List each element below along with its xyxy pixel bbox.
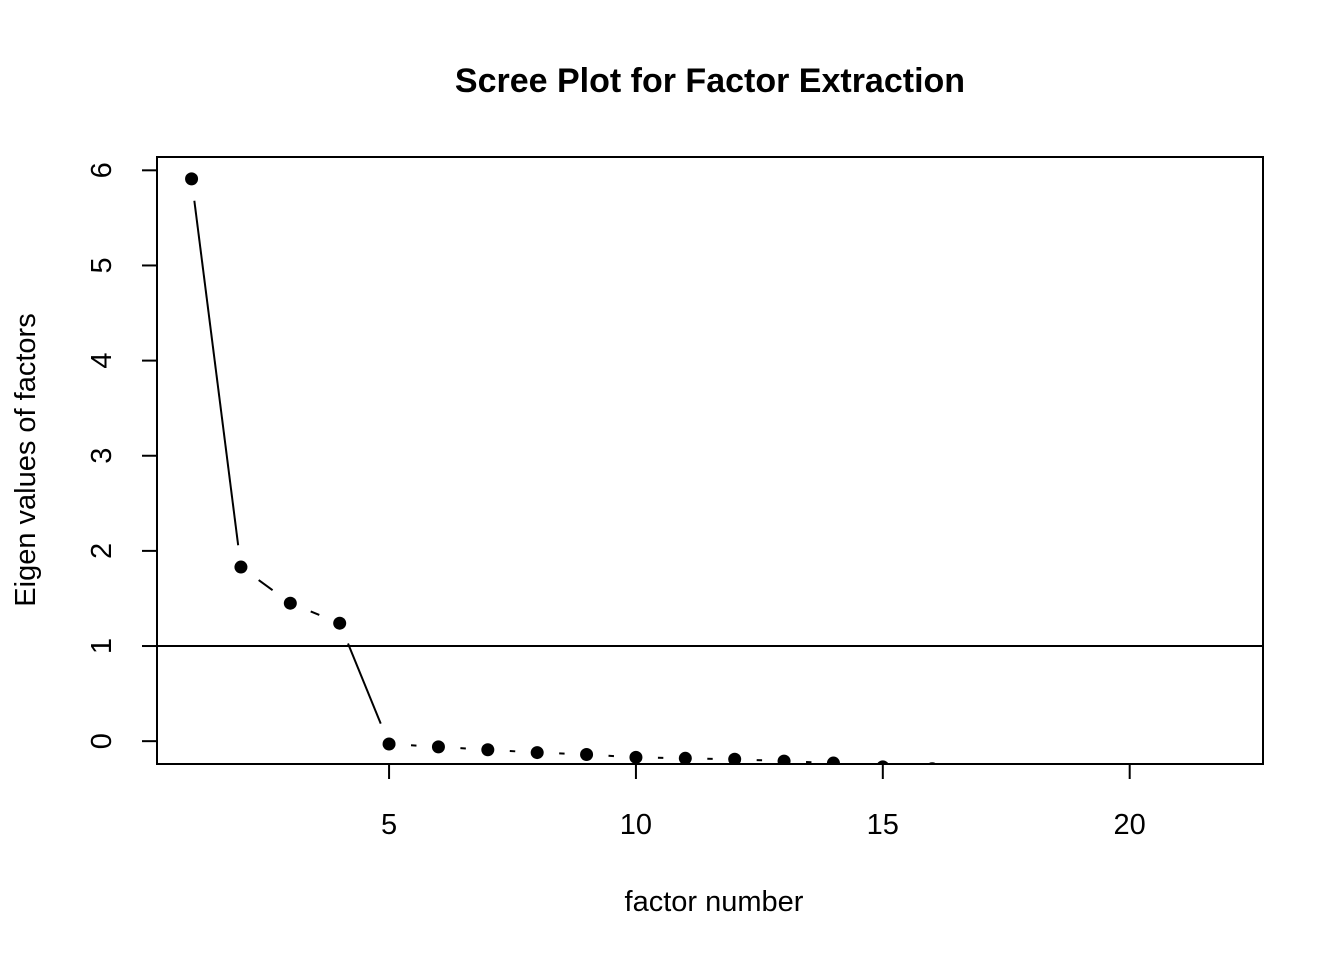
data-point <box>1074 768 1087 781</box>
x-tick-label: 5 <box>381 809 397 841</box>
data-point <box>431 740 445 754</box>
y-tick-label: 0 <box>86 733 118 749</box>
y-tick-label: 4 <box>86 353 118 369</box>
data-point <box>580 747 594 761</box>
data-point <box>777 754 791 764</box>
data-point <box>678 751 692 764</box>
data-point <box>728 752 742 764</box>
data-point <box>234 560 248 574</box>
x-tick-label: 15 <box>867 809 899 841</box>
data-point <box>185 172 199 186</box>
y-axis: 0 1 2 3 4 5 6 <box>86 162 157 749</box>
data-point <box>826 756 840 764</box>
x-axis: 5 10 15 20 <box>381 764 1146 841</box>
data-point <box>382 737 396 751</box>
series-segment <box>193 200 240 546</box>
plot-frame <box>156 156 1264 765</box>
series-segment <box>347 643 382 725</box>
data-point <box>333 616 347 630</box>
data-point <box>629 750 643 764</box>
series-segment <box>310 610 320 616</box>
data-point <box>283 596 297 610</box>
data-point <box>1024 766 1037 779</box>
chart-title: Scree Plot for Factor Extraction <box>455 62 965 100</box>
y-tick-label: 6 <box>86 162 118 178</box>
data-point <box>975 764 988 777</box>
x-tick-label: 20 <box>1114 809 1146 841</box>
y-tick-label: 1 <box>86 638 118 654</box>
series-segment <box>258 579 274 592</box>
data-point <box>1222 774 1235 787</box>
data-point <box>481 743 495 757</box>
x-tick-label: 10 <box>620 809 652 841</box>
x-axis-label: factor number <box>625 886 804 918</box>
y-tick-label: 2 <box>86 543 118 559</box>
y-tick-label: 5 <box>86 257 118 273</box>
y-axis-label: Eigen values of factors <box>10 313 42 606</box>
data-point <box>530 746 544 760</box>
data-point <box>1173 772 1186 785</box>
y-tick-label: 3 <box>86 448 118 464</box>
